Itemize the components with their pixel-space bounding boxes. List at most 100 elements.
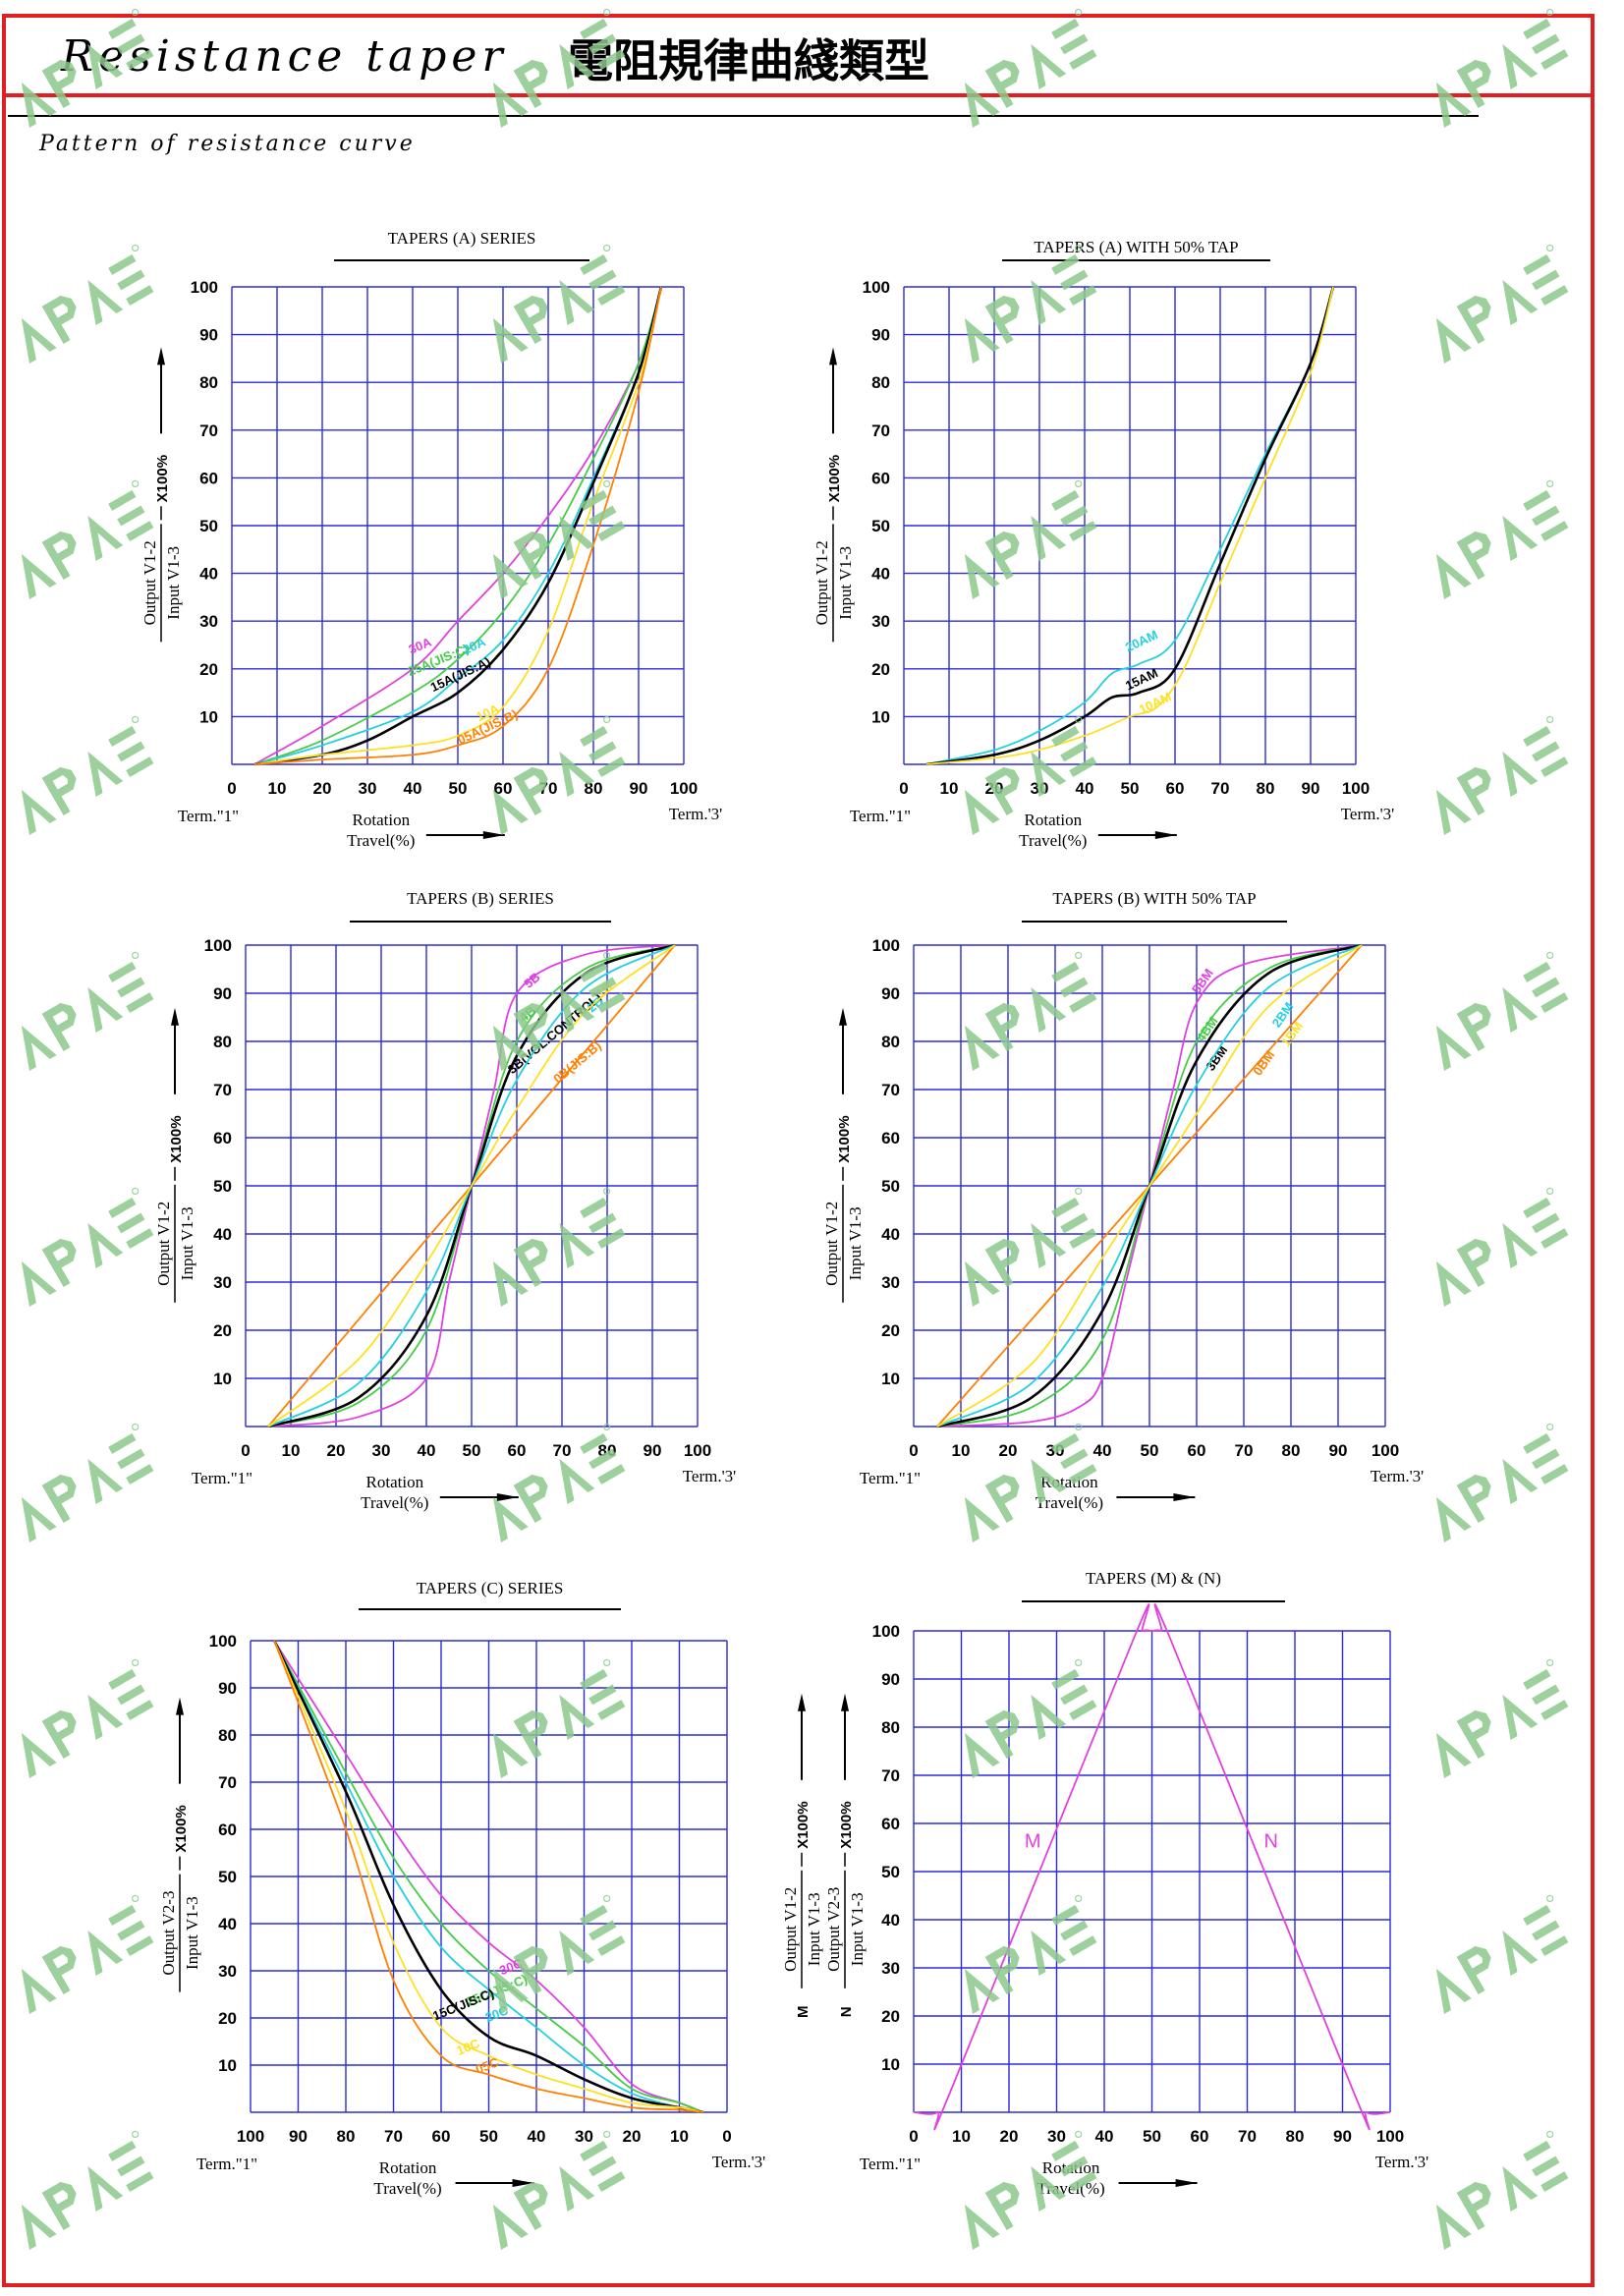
watermark-logo bbox=[492, 715, 626, 835]
watermark-bar-top bbox=[580, 1197, 608, 1218]
watermark-letter-a bbox=[492, 1260, 529, 1307]
watermark-letter-a2 bbox=[87, 1222, 124, 1268]
y-tick-label: 10 bbox=[199, 707, 218, 726]
watermark-bar-top bbox=[1523, 2140, 1551, 2161]
y-tick-label: 60 bbox=[881, 1815, 900, 1833]
watermark-reg-mark bbox=[603, 8, 611, 17]
page-border bbox=[2, 14, 1595, 2287]
y-tick-label: 70 bbox=[881, 1081, 900, 1099]
watermark-reg-mark bbox=[603, 715, 611, 724]
watermark-letter-a2 bbox=[559, 515, 595, 561]
watermark-bar-top bbox=[108, 253, 137, 275]
watermark-letter-a bbox=[21, 1496, 57, 1542]
watermark-reg-mark bbox=[132, 715, 140, 724]
watermark-bar-mid bbox=[588, 505, 617, 527]
x-tick-label: 0 bbox=[909, 2127, 918, 2146]
x-tick-label: 0 bbox=[909, 1441, 918, 1460]
y-tick-label: 70 bbox=[213, 1081, 232, 1099]
watermark-logo bbox=[21, 1894, 154, 2014]
watermark-letter-a bbox=[492, 82, 529, 128]
x-axis-label-line: Rotation bbox=[353, 811, 411, 829]
term-right-label: Term.'3' bbox=[1341, 805, 1395, 823]
watermark-bar-bot bbox=[126, 521, 154, 542]
watermark-bar-mid bbox=[117, 1920, 145, 1941]
watermark-reg-mark bbox=[132, 2130, 140, 2139]
watermark-letter-p bbox=[984, 295, 1020, 344]
x-tick-label: 70 bbox=[553, 1441, 572, 1460]
watermark-reg-mark bbox=[132, 1187, 140, 1196]
watermark-bar-top bbox=[108, 489, 137, 511]
y-label-bottom: Input V1-3 bbox=[805, 1892, 823, 1966]
watermark-reg-mark bbox=[603, 1658, 611, 1667]
series-line-15c-jis-c- bbox=[273, 1640, 704, 2114]
watermark-bar-mid bbox=[588, 741, 617, 762]
y-axis-tag: M bbox=[795, 2006, 812, 2019]
watermark-bar-top bbox=[1051, 18, 1080, 39]
watermark-logo bbox=[1435, 1894, 1569, 2014]
watermark-logo bbox=[21, 1423, 154, 1542]
watermark-letter-a bbox=[964, 2204, 1000, 2250]
watermark-letter-a2 bbox=[1502, 1694, 1539, 1740]
watermark-letter-a bbox=[21, 789, 57, 835]
watermark-bar-bot bbox=[126, 2171, 154, 2192]
watermark-bar-top bbox=[1523, 725, 1551, 747]
watermark-bar-mid bbox=[1532, 269, 1560, 291]
watermark-bar-bot bbox=[1540, 49, 1569, 71]
watermark-bar-bot bbox=[597, 2171, 626, 2192]
watermark-letter-p bbox=[513, 59, 548, 108]
watermark-bar-mid bbox=[588, 1448, 617, 1470]
watermark-bar-mid bbox=[117, 269, 145, 291]
watermark-letter-p bbox=[513, 1238, 548, 1287]
term-right-label: Term.'3' bbox=[683, 1467, 737, 1485]
y-tick-label: 90 bbox=[218, 1679, 237, 1698]
watermark-reg-mark bbox=[1075, 2130, 1083, 2139]
watermark-letter-a2 bbox=[1502, 43, 1539, 89]
watermark-letter-a2 bbox=[1502, 1458, 1539, 1504]
y-tick-label: 20 bbox=[881, 2007, 900, 2026]
watermark-letter-p bbox=[1456, 1002, 1491, 1051]
y-axis-label: Output V2-3 Input V1-3 X100% N bbox=[824, 1693, 867, 2017]
series-line-10a bbox=[253, 286, 662, 765]
y-tick-label: 50 bbox=[218, 1868, 237, 1886]
watermark-reg-mark bbox=[1546, 8, 1554, 17]
y-tick-label: 60 bbox=[213, 1129, 232, 1148]
series-line-1bm bbox=[936, 944, 1363, 1428]
x-tick-label: 90 bbox=[1333, 2127, 1352, 2146]
watermark-letter-a bbox=[964, 1968, 1000, 2014]
y-tick-label: 90 bbox=[213, 984, 232, 1003]
watermark-bar-mid bbox=[588, 1212, 617, 1234]
y-label-bottom: Input V1-3 bbox=[848, 1892, 867, 1966]
watermark-letter-p bbox=[41, 1002, 77, 1051]
watermark-letter-p bbox=[984, 59, 1020, 108]
y-label-bottom: Input V1-3 bbox=[846, 1206, 865, 1280]
y-tick-label: 30 bbox=[213, 1273, 232, 1292]
y-tick-label: 20 bbox=[199, 660, 218, 679]
watermark-bar-mid bbox=[1060, 1448, 1089, 1470]
x-axis-label-line: Rotation bbox=[379, 2158, 437, 2177]
watermark-bar-bot bbox=[597, 285, 626, 306]
watermark-bar-bot bbox=[1069, 1228, 1097, 1249]
watermark-logo bbox=[964, 1894, 1097, 2014]
y-axis-label: Output V1-2 Input V1-3 X100% bbox=[154, 1007, 196, 1303]
watermark-letter-a2 bbox=[1502, 1222, 1539, 1268]
x-axis-arrowhead bbox=[1175, 2179, 1198, 2187]
watermark-bar-mid bbox=[117, 1448, 145, 1470]
watermark-letter-p bbox=[1456, 295, 1491, 344]
watermark-letter-a2 bbox=[1502, 1930, 1539, 1976]
watermark-bar-mid bbox=[1060, 1920, 1089, 1941]
watermark-reg-mark bbox=[1546, 1894, 1554, 1903]
watermark-bar-bot bbox=[597, 1935, 626, 1956]
y-tick-label: 60 bbox=[871, 469, 890, 487]
y-tick-label: 10 bbox=[213, 1370, 232, 1388]
watermark-letter-p bbox=[1456, 1945, 1491, 1994]
x-tick-label: 0 bbox=[899, 779, 908, 798]
y-tick-label: 30 bbox=[881, 1273, 900, 1292]
watermark-letter-a2 bbox=[87, 1694, 124, 1740]
watermark-reg-mark bbox=[603, 479, 611, 488]
watermark-logo bbox=[492, 1187, 626, 1307]
watermark-bar-mid bbox=[1060, 33, 1089, 55]
y-axis-arrowhead bbox=[840, 1693, 849, 1711]
watermark-bar-mid bbox=[1060, 269, 1089, 291]
y-tick-label: 70 bbox=[218, 1773, 237, 1792]
